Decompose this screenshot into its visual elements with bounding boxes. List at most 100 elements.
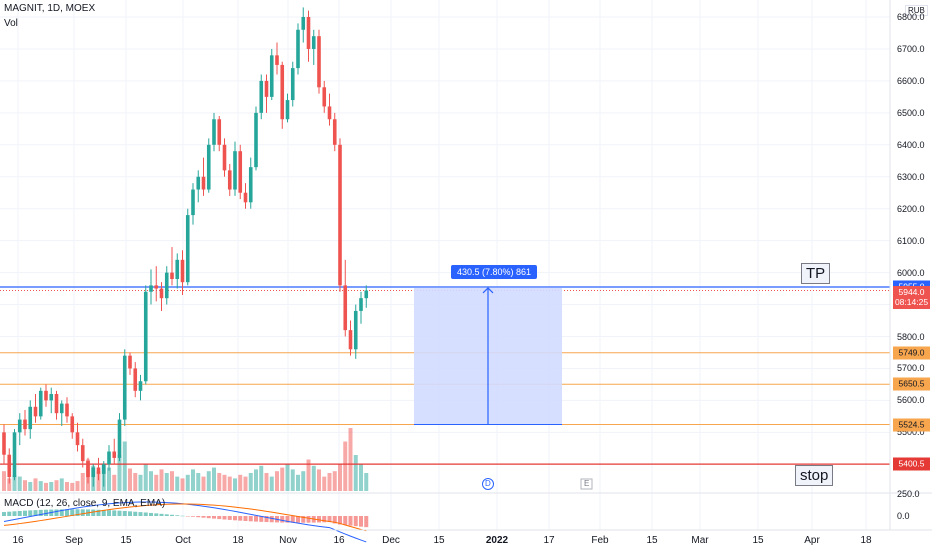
candle-body — [70, 416, 75, 433]
tp-annotation[interactable]: TP — [801, 263, 831, 284]
macd-histogram-bar — [38, 509, 43, 516]
volume-bar — [33, 478, 38, 491]
candle-body — [117, 419, 122, 458]
candle-body — [185, 215, 190, 283]
price-axis-label: 6000.0 — [897, 267, 925, 278]
candle-body — [143, 291, 148, 382]
time-axis-label: Mar — [691, 535, 709, 546]
candle-body — [175, 259, 180, 279]
volume-bar — [206, 471, 211, 491]
volume-bar — [128, 468, 132, 491]
macd-histogram-bar — [70, 509, 75, 516]
time-axis-label: 17 — [543, 535, 555, 546]
volume-bar — [275, 471, 279, 491]
symbol-title[interactable]: MAGNIT, 1D, MOEX — [4, 3, 96, 14]
macd-histogram-bar — [222, 516, 227, 520]
macd-histogram-bar — [264, 516, 269, 523]
dividend-marker-icon[interactable] — [482, 478, 494, 490]
currency-badge[interactable]: RUB — [905, 5, 928, 16]
level-1-price-tag[interactable]: 5749.0 — [893, 346, 930, 360]
stop-annotation[interactable]: stop — [795, 465, 834, 486]
candle-body — [44, 390, 48, 401]
volume-bar — [7, 478, 12, 491]
volume-bar — [70, 482, 75, 491]
macd-histogram-bar — [322, 516, 327, 523]
volume-bar — [49, 482, 54, 491]
volume-bar — [2, 471, 6, 491]
macd-axis-label-zero: 0.0 — [897, 511, 910, 521]
volume-bar — [59, 478, 64, 491]
volume-bar — [117, 455, 122, 491]
macd-histogram-bar — [227, 516, 232, 520]
signal-line — [3, 503, 367, 532]
volume-bar — [185, 474, 190, 491]
candle-body — [280, 64, 285, 120]
volume-bar — [332, 471, 337, 491]
candle-body — [201, 176, 206, 190]
volume-bar — [159, 469, 164, 491]
measure-tool[interactable] — [414, 286, 562, 426]
candle-body — [2, 432, 6, 455]
candle-body — [227, 170, 232, 190]
candle-body — [212, 119, 216, 145]
candle-body — [301, 17, 306, 30]
time-axis-label: 2022 — [485, 535, 509, 546]
time-axis-label: Nov — [279, 535, 297, 546]
macd-histogram-bar — [122, 511, 127, 516]
level-2-price-tag[interactable]: 5650.5 — [893, 377, 930, 391]
level-3-price-tag[interactable]: 5524.5 — [893, 418, 930, 432]
macd-histogram-bar — [75, 509, 80, 516]
macd-histogram-bar — [201, 516, 206, 518]
volume-bar — [196, 473, 201, 491]
macd-histogram-bar — [44, 509, 48, 516]
macd-histogram-bar — [254, 516, 258, 522]
time-axis-label: 15 — [752, 535, 764, 546]
candle-body — [65, 403, 69, 417]
macd-histogram-bar — [23, 510, 27, 516]
macd-legend[interactable]: MACD (12, 26, close, 9, EMA, EMA) — [4, 498, 166, 509]
volume-bar — [327, 473, 332, 491]
macd-histogram-bar — [12, 511, 17, 516]
candle-body — [254, 112, 258, 168]
candle-body — [75, 432, 80, 446]
time-axis-label: Oct — [175, 535, 191, 546]
stop-price-tag[interactable]: 5400.5 — [893, 457, 930, 471]
macd-histogram-bar — [306, 516, 311, 523]
measure-label[interactable]: 430.5 (7.80%) 861 — [451, 264, 538, 279]
macd-histogram-bar — [191, 516, 195, 517]
candle-body — [296, 29, 300, 69]
macd-histogram-bar — [138, 512, 143, 516]
candle-body — [196, 176, 201, 190]
candle-body — [154, 285, 159, 289]
price-axis-label: 6600.0 — [897, 75, 925, 86]
candle-body — [17, 419, 22, 433]
volume-bar — [317, 469, 321, 491]
candlesticks — [2, 7, 369, 487]
macd-histogram-bar — [248, 516, 253, 522]
time-axis-label: 16 — [12, 535, 24, 546]
macd-histogram-bar — [154, 513, 159, 516]
candle-body — [128, 355, 132, 369]
candle-body — [285, 100, 290, 120]
earnings-marker-icon[interactable] — [580, 478, 593, 490]
volume-bars — [2, 428, 369, 491]
volume-bar — [180, 478, 185, 491]
earnings-marker-label: E — [584, 479, 590, 488]
macd-histogram-bar — [353, 516, 358, 527]
time-axis-label: 18 — [232, 535, 244, 546]
volume-bar — [296, 474, 300, 491]
candle-body — [353, 310, 358, 350]
macd-histogram-bar — [143, 512, 148, 516]
volume-legend[interactable]: Vol — [4, 18, 18, 29]
candle-body — [133, 368, 138, 391]
macd-histogram-bar — [54, 509, 59, 516]
volume-bar — [149, 471, 153, 491]
volume-bar — [54, 480, 59, 491]
macd-axis-label-high: 250.0 — [897, 489, 920, 499]
candle-body — [122, 355, 127, 420]
candle-body — [206, 144, 211, 190]
volume-bar — [269, 476, 274, 491]
macd-histogram-bar — [238, 516, 243, 521]
last-price-tag[interactable]: 5944.0 08:14:25 — [893, 286, 930, 310]
